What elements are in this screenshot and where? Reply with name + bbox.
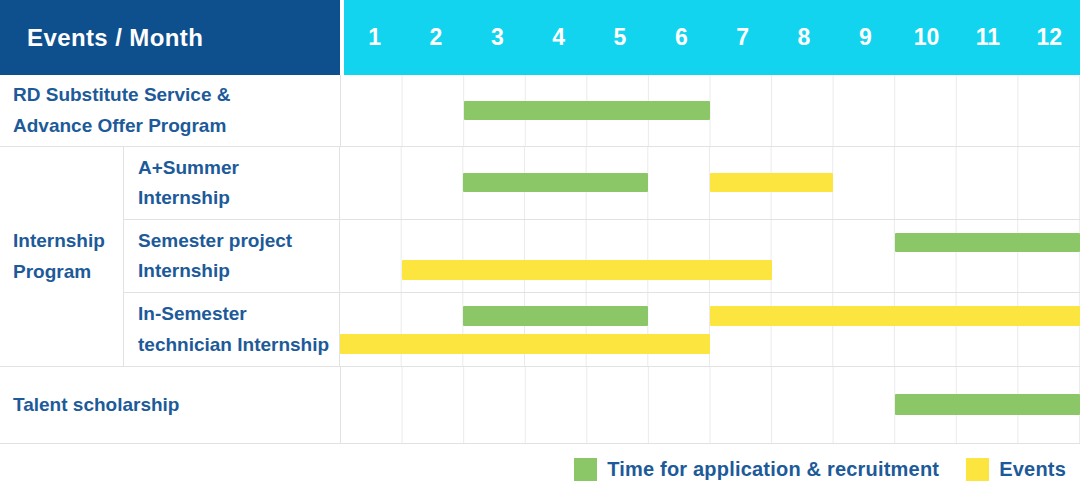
internship-program-group: Internship Program A+Summer Internship S… bbox=[0, 147, 1080, 367]
table-row: In-Semester technician Internship bbox=[124, 293, 1080, 366]
events-month-header-cell: Events / Month bbox=[0, 0, 340, 75]
gantt-schedule-table: Events / Month 1 2 3 4 5 6 7 8 9 10 11 1… bbox=[0, 0, 1080, 494]
month-header-cell: 12 bbox=[1019, 0, 1080, 75]
month-header-cell: 3 bbox=[467, 0, 528, 75]
timeline-cell bbox=[339, 293, 1080, 366]
event-bar bbox=[402, 260, 772, 279]
application-bar bbox=[463, 306, 648, 326]
row-label-rd-substitute: RD Substitute Service & Advance Offer Pr… bbox=[0, 75, 340, 146]
month-header-cell: 10 bbox=[896, 0, 957, 75]
month-header-cell: 7 bbox=[712, 0, 773, 75]
table-row: RD Substitute Service & Advance Offer Pr… bbox=[0, 75, 1080, 147]
table-header: Events / Month 1 2 3 4 5 6 7 8 9 10 11 1… bbox=[0, 0, 1080, 75]
timeline-cell bbox=[339, 147, 1080, 219]
row-label-in-semester-technician-internship: In-Semester technician Internship bbox=[124, 293, 339, 366]
timeline-cell bbox=[340, 75, 1080, 146]
row-label-semester-project-internship: Semester project Internship bbox=[124, 220, 339, 292]
application-bar bbox=[464, 101, 710, 120]
legend-label-events: Events bbox=[999, 458, 1066, 481]
month-header-row: 1 2 3 4 5 6 7 8 9 10 11 12 bbox=[344, 0, 1080, 75]
month-header-cell: 1 bbox=[344, 0, 405, 75]
event-bar bbox=[340, 334, 710, 354]
legend-item-events: Events bbox=[966, 458, 1066, 481]
legend-yellow-swatch bbox=[966, 458, 989, 481]
month-header-cell: 9 bbox=[835, 0, 896, 75]
table-row: A+Summer Internship bbox=[124, 147, 1080, 220]
timeline-cell bbox=[340, 367, 1080, 443]
table-row: Talent scholarship bbox=[0, 367, 1080, 443]
month-header-cell: 11 bbox=[957, 0, 1018, 75]
events-month-title: Events / Month bbox=[27, 24, 203, 52]
month-header-cell: 5 bbox=[589, 0, 650, 75]
legend: Time for application & recruitment Event… bbox=[0, 444, 1080, 494]
application-bar bbox=[895, 394, 1080, 415]
month-header-cell: 4 bbox=[528, 0, 589, 75]
application-bar bbox=[463, 173, 648, 192]
table-row: Semester project Internship bbox=[124, 220, 1080, 293]
application-bar bbox=[895, 233, 1080, 252]
event-bar bbox=[710, 173, 833, 192]
legend-item-application: Time for application & recruitment bbox=[574, 458, 939, 481]
table-body: RD Substitute Service & Advance Offer Pr… bbox=[0, 75, 1080, 444]
month-header-cell: 2 bbox=[405, 0, 466, 75]
row-label-a-summer-internship: A+Summer Internship bbox=[124, 147, 339, 219]
timeline-cell bbox=[339, 220, 1080, 292]
event-bar bbox=[710, 306, 1080, 326]
legend-label-application: Time for application & recruitment bbox=[607, 458, 939, 481]
month-header-cell: 8 bbox=[773, 0, 834, 75]
row-label-talent-scholarship: Talent scholarship bbox=[0, 367, 340, 443]
legend-green-swatch bbox=[574, 458, 597, 481]
month-header-cell: 6 bbox=[651, 0, 712, 75]
group-label-internship-program: Internship Program bbox=[0, 147, 124, 366]
